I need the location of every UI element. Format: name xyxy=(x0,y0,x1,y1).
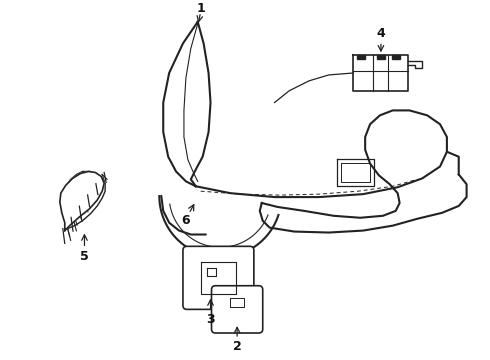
Bar xyxy=(377,55,385,59)
Bar xyxy=(357,55,365,59)
Text: 6: 6 xyxy=(182,214,190,227)
Text: 1: 1 xyxy=(196,3,205,15)
FancyBboxPatch shape xyxy=(183,246,254,309)
Polygon shape xyxy=(63,171,105,229)
Bar xyxy=(392,55,400,59)
Text: 4: 4 xyxy=(376,27,385,40)
Text: 5: 5 xyxy=(80,250,89,263)
Text: 2: 2 xyxy=(233,340,242,353)
Polygon shape xyxy=(353,55,408,91)
FancyBboxPatch shape xyxy=(212,286,263,333)
Polygon shape xyxy=(60,171,104,230)
Text: 3: 3 xyxy=(206,313,215,326)
